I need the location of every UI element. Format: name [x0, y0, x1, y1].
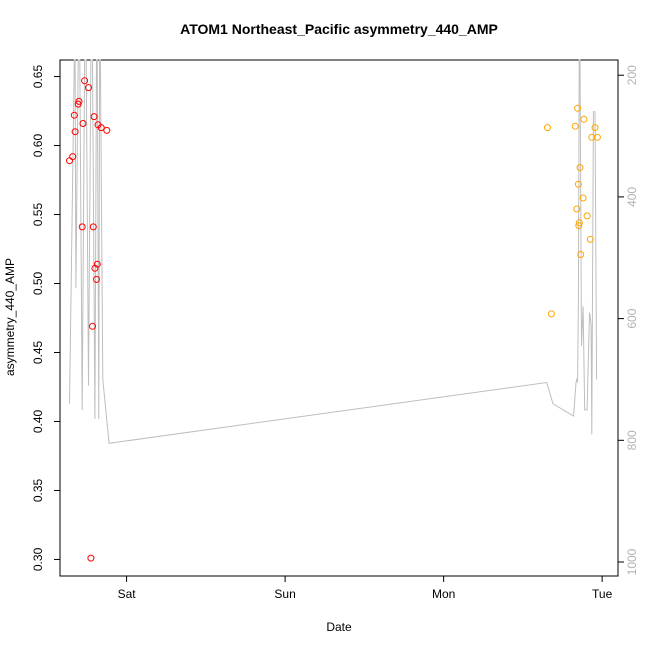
- data-point-series-1: [79, 120, 87, 127]
- data-point-series-2: [591, 124, 599, 132]
- depth-line: [69, 59, 598, 444]
- data-point-series-1: [71, 128, 79, 136]
- data-point-series-1: [87, 554, 95, 562]
- y2-tick-label: 800: [625, 430, 639, 450]
- y-tick-label: 0.65: [31, 65, 45, 89]
- data-point-series-2: [580, 115, 588, 123]
- y-tick-label: 0.60: [31, 134, 45, 158]
- chart-marks: 0.30 0.35 0.40 0.45 0.50 0.55 0.60 0.65 200 400 60…: [31, 59, 639, 601]
- data-point-series-2: [575, 219, 583, 227]
- data-point-series-1: [70, 111, 78, 119]
- x-axis-label: Date: [326, 620, 352, 634]
- data-point-series-2: [575, 222, 583, 230]
- data-point-series-1: [66, 157, 73, 165]
- y-axis-label: asymmetry_440_AMP: [3, 258, 17, 376]
- data-point-series-2: [583, 212, 591, 220]
- data-point-series-2: [544, 124, 551, 132]
- y-tick-label: 0.45: [31, 340, 45, 364]
- data-point-series-2: [586, 235, 594, 243]
- data-point-series-1: [78, 223, 86, 231]
- data-point-series-1: [93, 260, 101, 268]
- data-point-series-2: [576, 164, 584, 172]
- y-tick-label: 0.35: [31, 478, 45, 502]
- x-tick-label: Sun: [274, 587, 295, 601]
- y-tick-label: 0.30: [31, 547, 45, 571]
- data-point-series-1: [90, 113, 98, 121]
- y2-tick-label: 1000: [625, 548, 639, 575]
- data-point-series-1: [89, 322, 96, 330]
- data-point-series-2: [571, 122, 579, 130]
- data-point-series-1: [85, 84, 92, 92]
- data-point-series-2: [574, 104, 582, 112]
- y2-tick-label: 600: [625, 308, 639, 328]
- data-point-series-1: [75, 97, 83, 105]
- data-point-series-2: [593, 133, 601, 141]
- x-tick-label: Tue: [592, 587, 613, 601]
- y2-tick-label: 200: [625, 65, 639, 85]
- y-tick-label: 0.50: [31, 272, 45, 296]
- data-point-series-1: [69, 153, 77, 161]
- chart-title: ATOM1 Northeast_Pacific asymmetry_440_AM…: [180, 21, 498, 37]
- data-point-series-1: [93, 275, 100, 283]
- data-point-series-1: [81, 77, 89, 85]
- y2-tick-label: 400: [625, 187, 639, 207]
- y-tick-label: 0.55: [31, 203, 45, 227]
- data-point-series-2: [579, 194, 587, 202]
- data-point-series-1: [97, 124, 105, 132]
- data-point-series-2: [547, 310, 555, 318]
- data-point-series-2: [588, 133, 596, 141]
- plot-box: [59, 59, 619, 577]
- x-tick-label: Sat: [118, 587, 137, 601]
- y-tick-label: 0.40: [31, 409, 45, 433]
- data-point-series-2: [577, 251, 585, 258]
- x-tick-label: Mon: [432, 587, 455, 601]
- data-point-series-2: [573, 205, 581, 213]
- data-point-series-2: [574, 180, 582, 188]
- data-point-series-1: [103, 126, 111, 134]
- data-point-series-1: [89, 223, 97, 231]
